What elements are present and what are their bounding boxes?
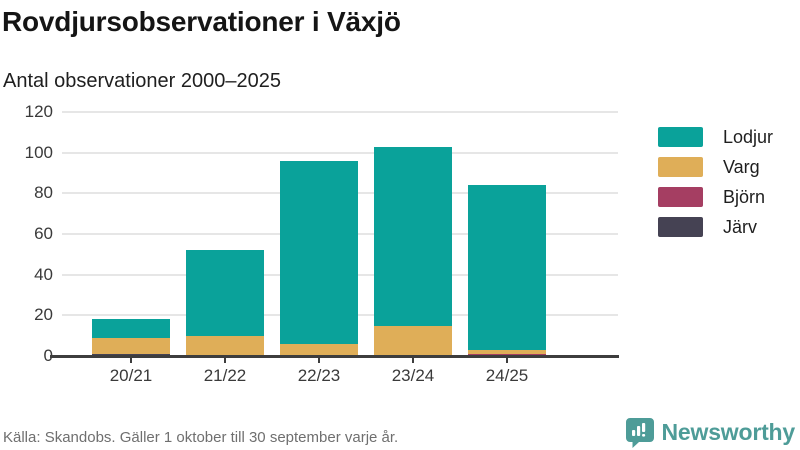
source-note: Källa: Skandobs. Gäller 1 oktober till 3…	[3, 429, 399, 446]
y-axis-tick-label: 80	[34, 183, 53, 203]
x-axis-tick	[130, 358, 132, 363]
x-axis-category-label: 21/22	[203, 366, 247, 385]
bar-segment-lodjur-20-21	[92, 319, 170, 338]
y-axis-tick-label: 60	[34, 224, 53, 243]
gridline-y100	[62, 151, 618, 154]
y-axis-tick-label: 120	[24, 102, 53, 121]
x-axis-tick	[224, 358, 226, 363]
x-axis-line	[50, 355, 619, 358]
brand-logo: Newsworthy	[625, 417, 795, 448]
legend-label: Björn	[723, 186, 766, 207]
legend-item-järv: Järv	[658, 217, 773, 237]
plot-area: 0 20 40 60 80 100 120	[0, 102, 800, 365]
bar-segment-björn-24-25	[468, 353, 546, 356]
legend-label: Lodjur	[723, 126, 774, 147]
x-axis-tick	[412, 358, 414, 363]
x-axis-category-label: 24/25	[485, 366, 529, 385]
legend-swatch	[658, 217, 703, 237]
y-axis-tick-label: 40	[34, 264, 53, 284]
legend-swatch	[658, 157, 703, 177]
bar-segment-varg-23-24	[374, 325, 452, 356]
legend-label: Varg	[723, 156, 760, 177]
bar-segment-lodjur-21-22	[186, 250, 264, 336]
x-axis-category-label: 23/24	[391, 366, 435, 385]
bar-segment-varg-20-21	[92, 337, 170, 354]
y-axis-tick-label: 100	[24, 142, 53, 162]
legend-swatch	[658, 187, 703, 207]
bar-segment-varg-22-23	[280, 343, 358, 356]
x-axis-category-label: 22/23	[297, 366, 341, 385]
legend-swatch	[658, 127, 703, 147]
legend-item-varg: Varg	[658, 157, 773, 177]
bar-segment-järv-20-21	[92, 353, 170, 356]
y-axis-tick-label: 0	[43, 346, 53, 365]
chart-title: Rovdjursobservationer i Växjö	[2, 6, 401, 37]
bar-segment-varg-21-22	[186, 335, 264, 356]
legend-label: Järv	[723, 216, 758, 237]
legend: Lodjur Varg Björn Järv	[658, 127, 773, 247]
bar-segment-varg-24-25	[468, 349, 546, 354]
x-axis-tick	[506, 358, 508, 363]
gridline-y120	[62, 111, 618, 113]
bar-segment-lodjur-23-24	[374, 146, 452, 326]
y-axis-tick-label: 20	[34, 305, 53, 325]
x-axis-tick	[318, 358, 320, 363]
legend-item-björn: Björn	[658, 187, 773, 207]
x-axis-category-label: 20/21	[109, 366, 153, 385]
brand-name: Newsworthy	[661, 419, 796, 445]
legend-item-lodjur: Lodjur	[658, 127, 773, 147]
bar-segment-lodjur-22-23	[280, 160, 358, 344]
newsworthy-logo-icon	[625, 417, 655, 448]
bar-segment-lodjur-24-25	[468, 185, 546, 350]
chart-subtitle: Antal observationer 2000–2025	[3, 70, 281, 92]
